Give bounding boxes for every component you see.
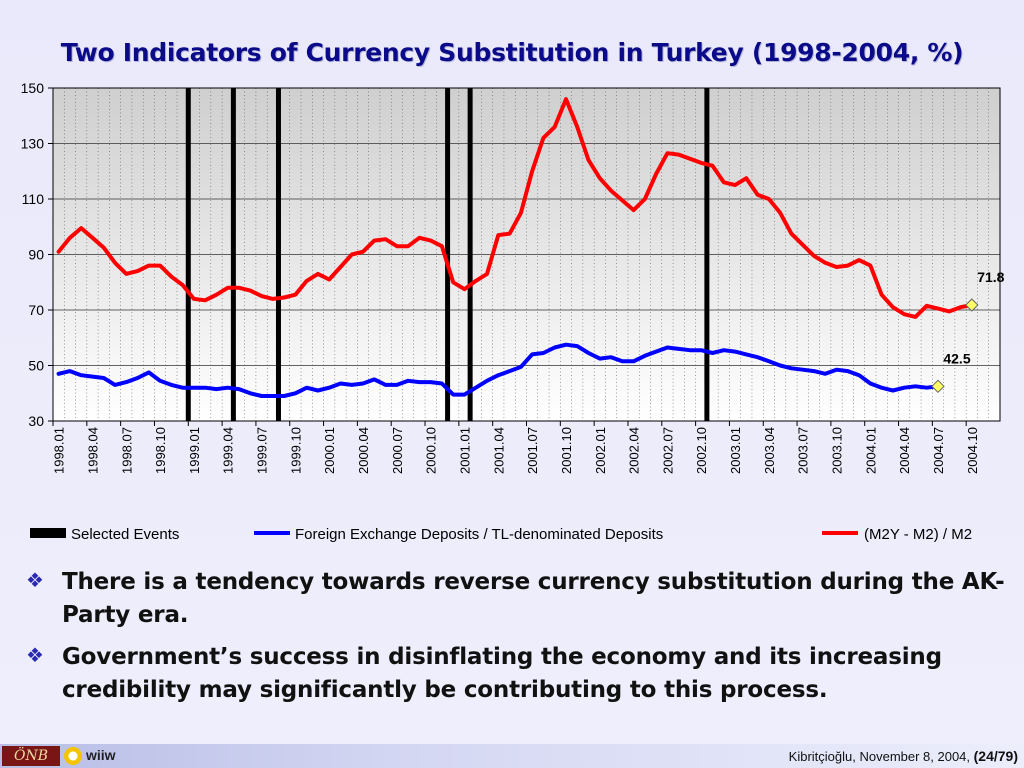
x-tick-label: 1999.07 — [255, 427, 270, 474]
x-tick-label: 2002.01 — [593, 427, 608, 474]
plot-frame — [52, 87, 1001, 422]
y-tick-label: 30 — [28, 413, 44, 429]
x-tick-label: 2003.10 — [830, 427, 845, 474]
y-tick-label: 90 — [28, 247, 44, 263]
x-tick-label: 1998.10 — [153, 427, 168, 474]
footer-credit: Kibritçioğlu, November 8, 2004, (24/79) — [789, 748, 1018, 764]
y-tick-label: 50 — [28, 358, 44, 374]
x-tick-label: 2002.10 — [694, 427, 709, 474]
x-tick-label: 2004.04 — [897, 427, 912, 474]
onb-logo: ÖNB — [2, 746, 60, 766]
x-tick-label: 2003.01 — [728, 427, 743, 474]
x-tick-label: 1998.07 — [119, 427, 134, 474]
x-tick-label: 2002.04 — [627, 427, 642, 474]
series-line-m2y-ratio — [56, 97, 974, 319]
diamond-bullet-icon: ❖ — [26, 568, 44, 592]
bullet-text: There is a tendency towards reverse curr… — [62, 569, 1005, 628]
x-tick-label: 1999.10 — [288, 427, 303, 474]
y-tick-label: 70 — [28, 302, 44, 318]
footer-author-date: Kibritçioğlu, November 8, 2004, — [788, 749, 974, 764]
y-tick-label: 130 — [21, 136, 45, 152]
x-tick-label: 2000.07 — [390, 427, 405, 474]
x-tick-label: 2001.04 — [491, 427, 506, 474]
x-tick-label: 1998.04 — [85, 427, 100, 474]
y-tick-label: 110 — [22, 191, 45, 207]
x-tick-label: 1999.01 — [187, 427, 202, 474]
bullet-item: ❖ Government’s success in disinflating t… — [26, 641, 1006, 707]
slide-title: Two Indicators of Currency Substitution … — [60, 38, 964, 67]
x-tick-label: 2004.07 — [931, 427, 946, 474]
legend-label: Selected Events — [71, 526, 179, 543]
end-point-marker — [931, 379, 945, 394]
legend-label: Foreign Exchange Deposits / TL-denominat… — [295, 526, 663, 543]
currency-substitution-chart: 30 50 70 90 110 130 150 1998.01 1998.04 1998.07 19… — [21, 80, 1005, 543]
x-tick-label: 2004.01 — [863, 427, 878, 474]
x-tick-label: 2001.07 — [525, 427, 540, 474]
x-tick-label: 2000.04 — [356, 427, 371, 474]
x-tick-label: 2000.10 — [424, 427, 439, 474]
bullet-text: Government’s success in disinflating the… — [62, 644, 942, 703]
x-tick-label: 2003.04 — [762, 427, 777, 474]
slide-footer: ÖNB wiiw Kibritçioğlu, November 8, 2004,… — [0, 744, 1024, 768]
wiiw-logo-icon — [64, 747, 82, 765]
data-label: 42.5 — [943, 350, 970, 366]
x-tick-label: 1999.04 — [221, 427, 236, 474]
x-tick-label: 1998.01 — [52, 427, 67, 474]
x-tick-label: 2002.07 — [660, 427, 675, 474]
x-tick-label: 2003.07 — [796, 427, 811, 474]
y-tick-label: 150 — [21, 80, 45, 96]
bullet-item: ❖ There is a tendency towards reverse cu… — [26, 566, 1006, 632]
data-label: 71.8 — [977, 269, 1004, 285]
end-point-marker — [965, 298, 979, 312]
legend-label: (M2Y - M2) / M2 — [864, 526, 972, 543]
diamond-bullet-icon: ❖ — [26, 643, 44, 667]
x-tick-label: 2001.01 — [457, 427, 472, 474]
bullet-list: ❖ There is a tendency towards reverse cu… — [26, 566, 1006, 716]
x-tick-label: 2001.10 — [559, 427, 574, 474]
x-tick-label: 2004.10 — [965, 427, 980, 474]
x-tick-label: 2000.01 — [322, 427, 337, 474]
footer-page-number: (24/79) — [973, 748, 1018, 764]
wiiw-logo-text: wiiw — [86, 747, 116, 763]
series-line-fx-deposits-ratio — [56, 342, 940, 398]
